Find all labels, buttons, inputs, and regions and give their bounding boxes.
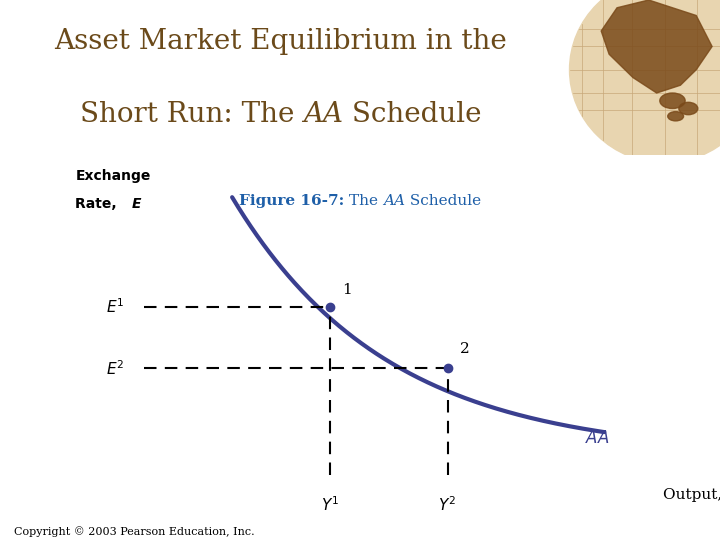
Text: $E^2$: $E^2$ — [106, 359, 125, 378]
Text: The: The — [349, 194, 383, 208]
Text: $Y^2$: $Y^2$ — [438, 495, 456, 514]
Text: AA: AA — [383, 194, 405, 208]
Text: 1: 1 — [342, 283, 352, 297]
Text: Rate,: Rate, — [76, 197, 122, 211]
Ellipse shape — [660, 93, 685, 109]
Text: $AA$: $AA$ — [585, 430, 609, 447]
Ellipse shape — [679, 102, 698, 114]
Text: Asset Market Equilibrium in the: Asset Market Equilibrium in the — [55, 28, 507, 56]
Text: 2: 2 — [460, 342, 469, 356]
Text: Copyright © 2003 Pearson Education, Inc.: Copyright © 2003 Pearson Education, Inc. — [14, 526, 255, 537]
Text: $E^1$: $E^1$ — [106, 298, 125, 316]
Ellipse shape — [667, 112, 683, 121]
Text: Exchange: Exchange — [76, 169, 150, 183]
Text: Schedule: Schedule — [343, 101, 482, 128]
Circle shape — [570, 0, 720, 163]
Text: E: E — [132, 197, 141, 211]
Polygon shape — [601, 0, 712, 93]
Text: Output, Y: Output, Y — [663, 488, 720, 502]
Text: Schedule: Schedule — [405, 194, 481, 208]
Text: AA: AA — [303, 101, 343, 128]
Text: Short Run: The: Short Run: The — [80, 101, 303, 128]
Text: $Y^1$: $Y^1$ — [321, 495, 339, 514]
Text: Figure 16-7:: Figure 16-7: — [239, 194, 349, 208]
